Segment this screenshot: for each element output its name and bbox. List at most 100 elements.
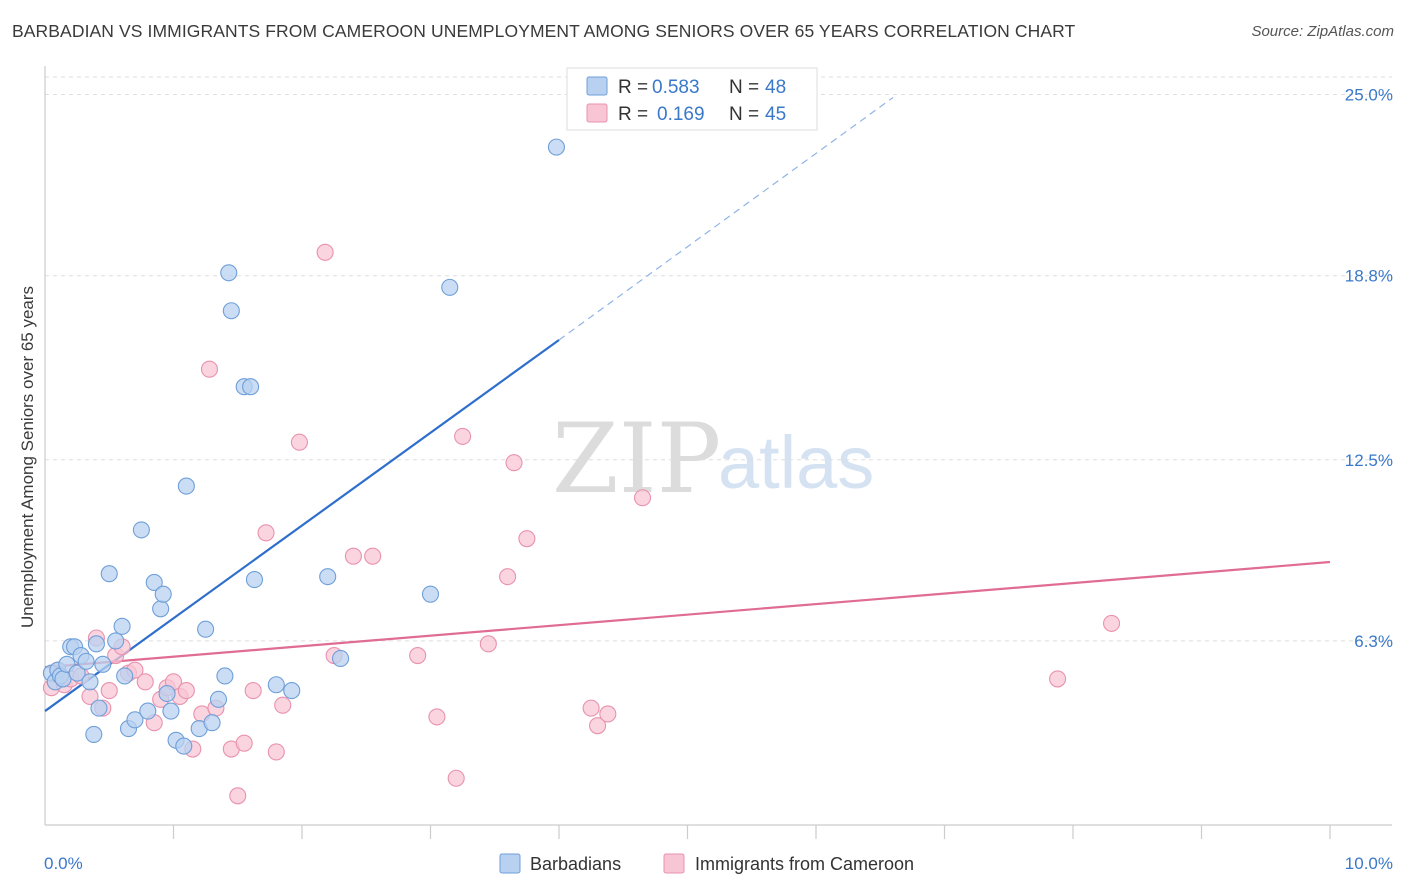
legend-n-label-barbadians: N = <box>729 77 759 98</box>
point-cameroon <box>479 635 497 653</box>
point-barbadians <box>220 264 238 282</box>
chart-source: Source: ZipAtlas.com <box>1251 23 1394 40</box>
point-cameroon <box>1103 614 1121 632</box>
trend-lines <box>44 96 1331 712</box>
point-barbadians <box>87 635 105 653</box>
point-cameroon <box>244 682 262 700</box>
point-barbadians <box>77 652 95 670</box>
point-cameroon <box>274 696 292 714</box>
series-legend-swatch-barbadians <box>499 853 521 874</box>
legend-box <box>566 67 818 131</box>
legend-r-value-cameroon: 0.169 <box>657 104 705 125</box>
point-barbadians <box>175 737 193 755</box>
point-cameroon <box>257 524 275 542</box>
legend-r-label-barbadians: R = <box>618 77 648 98</box>
point-barbadians <box>242 378 260 396</box>
point-cameroon <box>447 769 465 787</box>
y-axis-title: Unemployment Among Seniors over 65 years <box>18 286 37 628</box>
point-barbadians <box>547 138 565 156</box>
legend-r-label-cameroon: R = <box>618 104 648 125</box>
point-barbadians <box>90 699 108 717</box>
trend-line-barbadians-extension <box>558 96 894 341</box>
tick-labels: 6.3% 12.5% 18.8% 25.0% 0.0% 10.0% <box>44 86 1393 873</box>
series-legend-label-cameroon: Immigrants from Cameroon <box>695 854 914 874</box>
point-barbadians <box>94 655 112 673</box>
point-cameroon <box>454 427 472 445</box>
gridlines <box>45 76 1392 642</box>
point-barbadians <box>267 676 285 694</box>
point-barbadians <box>116 667 134 685</box>
y-tick-label: 12.5% <box>1345 451 1393 470</box>
data-points <box>42 138 1121 805</box>
chart-title: BARBADIAN VS IMMIGRANTS FROM CAMEROON UN… <box>12 21 1076 41</box>
series-legend-label-barbadians: Barbadians <box>530 854 621 874</box>
axes <box>44 66 1392 839</box>
point-cameroon <box>599 705 617 723</box>
point-barbadians <box>216 667 234 685</box>
point-cameroon <box>505 454 523 472</box>
point-cameroon <box>1049 670 1067 688</box>
point-barbadians <box>113 617 131 635</box>
point-cameroon <box>235 734 253 752</box>
legend-n-label-cameroon: N = <box>729 104 759 125</box>
point-barbadians <box>441 278 459 296</box>
trend-line-cameroon <box>44 560 1331 669</box>
point-cameroon <box>588 717 607 735</box>
point-barbadians <box>139 702 157 720</box>
point-cameroon <box>177 682 195 700</box>
point-barbadians <box>222 302 240 320</box>
point-barbadians <box>319 568 337 586</box>
point-cameroon <box>316 243 334 261</box>
point-cameroon <box>409 646 427 665</box>
y-tick-label: 6.3% <box>1354 632 1393 651</box>
point-barbadians <box>145 573 163 592</box>
point-cameroon <box>499 568 517 586</box>
point-barbadians <box>126 711 144 729</box>
point-barbadians <box>197 620 215 638</box>
point-barbadians <box>162 702 180 720</box>
point-barbadians <box>85 725 103 743</box>
y-tick-label: 18.8% <box>1345 267 1393 286</box>
point-barbadians <box>81 673 99 691</box>
trend-line-barbadians <box>44 339 560 712</box>
watermark-atlas: atlas <box>718 421 874 504</box>
point-barbadians <box>331 649 350 668</box>
legend-r-value-barbadians: 0.583 <box>652 77 700 98</box>
point-barbadians <box>100 565 118 583</box>
legend-swatch-cameroon <box>586 103 608 123</box>
series-legend-swatch-cameroon <box>663 853 685 874</box>
point-cameroon <box>100 682 118 700</box>
point-barbadians <box>152 600 170 618</box>
legend-swatch-barbadians <box>586 76 608 96</box>
point-cameroon <box>200 360 219 378</box>
point-barbadians <box>158 684 176 703</box>
point-barbadians <box>421 585 440 603</box>
point-barbadians <box>154 585 172 603</box>
legend-n-value-barbadians: 48 <box>765 77 786 98</box>
point-barbadians <box>245 571 264 589</box>
y-tick-label: 25.0% <box>1345 86 1393 105</box>
point-cameroon <box>267 743 285 761</box>
point-cameroon <box>364 547 382 565</box>
legend-n-value-cameroon: 45 <box>765 104 786 125</box>
point-barbadians <box>177 477 195 495</box>
point-cameroon <box>290 433 308 451</box>
point-barbadians <box>107 632 125 650</box>
series-legend: Barbadians Immigrants from Cameroon <box>499 853 914 874</box>
point-barbadians <box>68 664 86 682</box>
point-barbadians <box>132 521 150 539</box>
x-tick-label-min: 0.0% <box>44 854 83 873</box>
point-barbadians <box>203 714 221 732</box>
point-cameroon <box>582 699 600 717</box>
correlation-legend: R = 0.583 N = 48 R = 0.169 N = 45 <box>566 67 818 131</box>
point-cameroon <box>633 489 652 507</box>
x-tick-label-max: 10.0% <box>1345 854 1393 873</box>
point-barbadians <box>209 690 228 708</box>
point-cameroon <box>344 547 362 565</box>
point-cameroon <box>229 787 247 805</box>
point-cameroon <box>136 673 154 691</box>
point-cameroon <box>518 530 536 548</box>
point-cameroon <box>428 708 446 726</box>
point-barbadians <box>283 682 301 700</box>
